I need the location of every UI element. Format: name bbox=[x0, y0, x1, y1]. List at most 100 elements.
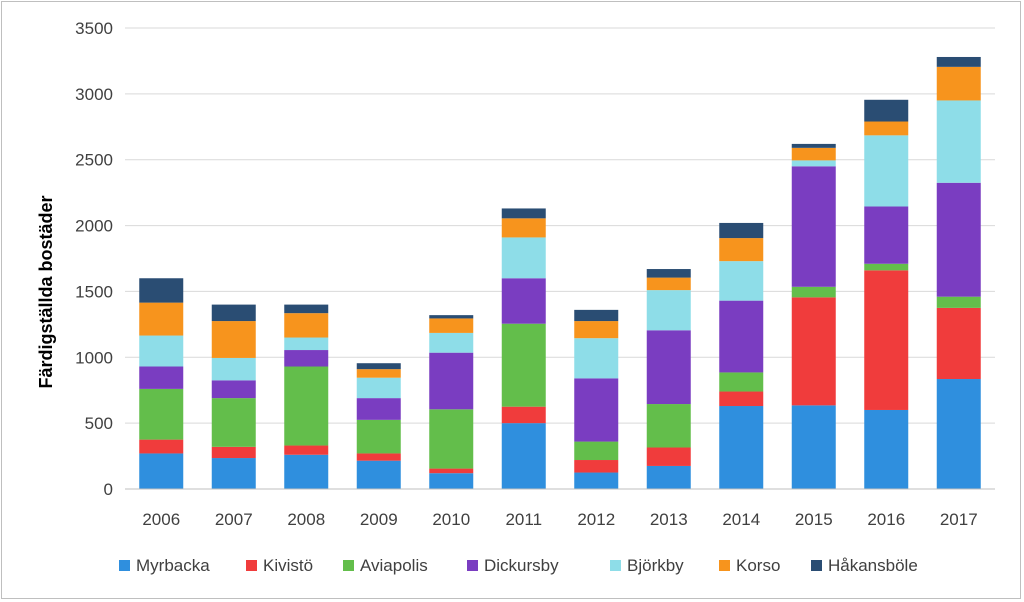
bar-segment bbox=[791, 405, 836, 489]
bar-segment bbox=[284, 337, 329, 351]
bar-segment bbox=[791, 147, 836, 161]
bar-segment bbox=[284, 454, 329, 489]
x-axis-ticks: 2006 2007 2008 2009 2010 2011 2012 2013 2014 2015… bbox=[142, 510, 977, 529]
bar-segment bbox=[356, 369, 401, 378]
x-tick-label: 2013 bbox=[650, 510, 688, 529]
bar-segment bbox=[501, 237, 546, 279]
bar-segment bbox=[791, 166, 836, 287]
legend-label: Aviapolis bbox=[360, 556, 428, 575]
bar-segment bbox=[356, 453, 401, 461]
x-tick-label: 2015 bbox=[795, 510, 833, 529]
bar-segment bbox=[139, 366, 184, 389]
bar-segment bbox=[139, 278, 184, 303]
y-tick-label: 1000 bbox=[75, 348, 113, 367]
x-tick-label: 2009 bbox=[360, 510, 398, 529]
bar-segment bbox=[864, 135, 909, 207]
legend-label: Dickursby bbox=[484, 556, 559, 575]
bar-segment bbox=[501, 423, 546, 489]
y-tick-label: 500 bbox=[85, 414, 113, 433]
bar-segment bbox=[284, 304, 329, 314]
bar-segment bbox=[864, 121, 909, 136]
bar-segment bbox=[646, 277, 691, 291]
y-tick-label: 2500 bbox=[75, 151, 113, 170]
legend-swatch bbox=[811, 560, 822, 571]
y-tick-label: 2000 bbox=[75, 217, 113, 236]
y-axis-label: Färdigställda bostäder bbox=[36, 195, 56, 388]
bar-segment bbox=[429, 409, 474, 469]
y-tick-label: 3000 bbox=[75, 85, 113, 104]
bar-segment bbox=[429, 473, 474, 489]
y-tick-label: 3500 bbox=[75, 19, 113, 38]
gridlines bbox=[125, 27, 995, 424]
bar-segment bbox=[574, 441, 619, 461]
bar-segment bbox=[429, 315, 474, 319]
bars bbox=[139, 56, 981, 489]
bar-segment bbox=[864, 206, 909, 264]
bar-segment bbox=[211, 304, 256, 322]
legend-label: Kivistö bbox=[263, 556, 313, 575]
legend-swatch bbox=[246, 560, 257, 571]
bar-segment bbox=[139, 439, 184, 454]
bar-segment bbox=[574, 321, 619, 339]
bar-segment bbox=[501, 406, 546, 424]
legend-swatch bbox=[610, 560, 621, 571]
bar-segment bbox=[284, 366, 329, 446]
bar-segment bbox=[574, 378, 619, 442]
bar-segment bbox=[646, 447, 691, 466]
x-tick-label: 2010 bbox=[432, 510, 470, 529]
bar-segment bbox=[719, 300, 764, 373]
bar-segment bbox=[864, 263, 909, 271]
bar-segment bbox=[719, 261, 764, 301]
legend-swatch bbox=[467, 560, 478, 571]
bar-segment bbox=[429, 352, 474, 410]
bar-segment bbox=[211, 458, 256, 489]
bar-segment bbox=[429, 332, 474, 353]
bar-segment bbox=[139, 453, 184, 489]
bar-segment bbox=[574, 309, 619, 322]
bar-segment bbox=[936, 296, 981, 308]
bar-segment bbox=[936, 379, 981, 489]
legend-swatch bbox=[343, 560, 354, 571]
bar-segment bbox=[719, 222, 764, 239]
bar-segment bbox=[791, 160, 836, 167]
bar-segment bbox=[719, 406, 764, 489]
bar-segment bbox=[356, 363, 401, 370]
bar-segment bbox=[719, 391, 764, 407]
y-axis-ticks: 0 500 1000 1500 2000 2500 3000 3500 bbox=[75, 19, 113, 499]
bar-segment bbox=[574, 338, 619, 379]
bar-segment bbox=[501, 323, 546, 407]
x-tick-label: 2007 bbox=[215, 510, 253, 529]
bar-segment bbox=[574, 460, 619, 473]
bar-segment bbox=[139, 335, 184, 367]
bar-segment bbox=[211, 321, 256, 358]
bar-segment bbox=[356, 377, 401, 399]
legend: Myrbacka Kivistö Aviapolis Dickursby Björkby… bbox=[119, 556, 918, 575]
bar-segment bbox=[646, 404, 691, 448]
legend-swatch bbox=[719, 560, 730, 571]
bar-segment bbox=[791, 286, 836, 298]
bar-segment bbox=[864, 409, 909, 489]
x-tick-label: 2011 bbox=[505, 510, 542, 529]
bar-segment bbox=[936, 307, 981, 380]
bar-segment bbox=[284, 445, 329, 455]
bar-segment bbox=[139, 302, 184, 336]
legend-label: Myrbacka bbox=[136, 556, 210, 575]
bar-segment bbox=[646, 269, 691, 278]
bar-segment bbox=[429, 318, 474, 333]
bar-segment bbox=[719, 238, 764, 262]
bar-segment bbox=[646, 465, 691, 489]
x-tick-label: 2014 bbox=[722, 510, 760, 529]
x-tick-label: 2006 bbox=[142, 510, 180, 529]
y-tick-label: 0 bbox=[104, 480, 113, 499]
bar-segment bbox=[211, 446, 256, 459]
bar-segment bbox=[574, 472, 619, 489]
bar-segment bbox=[211, 380, 256, 399]
bar-segment bbox=[139, 388, 184, 440]
legend-label: Björkby bbox=[627, 556, 684, 575]
bar-segment bbox=[356, 460, 401, 489]
bar-segment bbox=[864, 99, 909, 122]
bar-segment bbox=[936, 66, 981, 101]
bar-segment bbox=[429, 468, 474, 474]
bar-segment bbox=[646, 290, 691, 331]
